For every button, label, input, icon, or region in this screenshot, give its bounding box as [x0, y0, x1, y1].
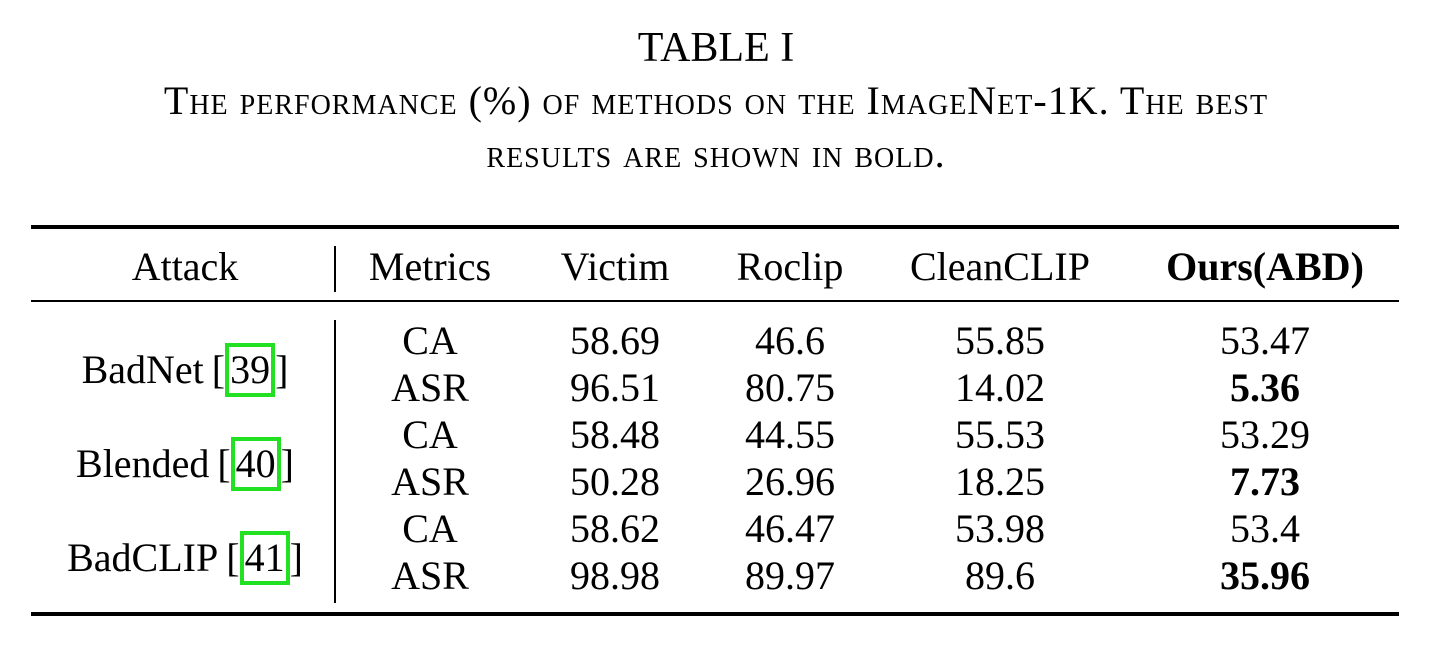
cleanclip-cell: 53.98 — [955, 506, 1045, 551]
victim-cell: 58.62 — [570, 506, 660, 551]
citation-close-bracket: ] — [275, 346, 289, 392]
table-bottom-rule — [31, 612, 1399, 616]
victim-cell: 98.98 — [570, 553, 660, 598]
header-victim: Victim — [560, 244, 670, 289]
attack-name: Blended — [76, 440, 210, 486]
metric-cell: CA — [402, 506, 458, 551]
header-roclip: Roclip — [736, 244, 844, 289]
column-separator-header — [334, 246, 336, 292]
roclip-cell: 80.75 — [745, 365, 835, 410]
table-caption-line-1: The performance (%) of methods on the Im… — [163, 78, 1269, 123]
attack-name: BadNet — [81, 346, 204, 392]
victim-cell: 50.28 — [570, 459, 660, 504]
metric-cell: ASR — [391, 459, 469, 504]
ours-cell: 53.47 — [1220, 318, 1310, 363]
header-cleanclip: CleanCLIP — [910, 244, 1090, 289]
metric-cell: ASR — [391, 365, 469, 410]
ours-cell: 5.36 — [1230, 365, 1300, 410]
attack-name-cell: Blended[40] — [40, 436, 330, 491]
table-label: TABLE I — [637, 25, 795, 71]
citation-close-bracket: ] — [289, 534, 303, 580]
cleanclip-cell: 55.53 — [955, 412, 1045, 457]
header-ours: Ours(ABD) — [1166, 244, 1364, 289]
cleanclip-cell: 89.6 — [965, 553, 1035, 598]
column-separator-body — [334, 320, 336, 603]
roclip-cell: 46.6 — [755, 318, 825, 363]
citation-link[interactable]: 40 — [230, 436, 281, 491]
attack-name-cell: BadNet[39] — [40, 342, 330, 397]
attack-name-cell: BadCLIP[41] — [40, 530, 330, 585]
cleanclip-cell: 14.02 — [955, 365, 1045, 410]
cleanclip-cell: 55.85 — [955, 318, 1045, 363]
ours-cell: 7.73 — [1230, 459, 1300, 504]
metric-cell: ASR — [391, 553, 469, 598]
metric-cell: CA — [402, 412, 458, 457]
metric-cell: CA — [402, 318, 458, 363]
citation-open-bracket: [ — [211, 346, 226, 392]
citation-link[interactable]: 41 — [239, 530, 290, 585]
ours-cell: 53.4 — [1230, 506, 1300, 551]
citation-link[interactable]: 39 — [225, 342, 276, 397]
ours-cell: 35.96 — [1220, 553, 1310, 598]
table-top-rule — [31, 225, 1399, 229]
victim-cell: 58.69 — [570, 318, 660, 363]
roclip-cell: 44.55 — [745, 412, 835, 457]
citation-open-bracket: [ — [217, 440, 231, 486]
victim-cell: 58.48 — [570, 412, 660, 457]
header-metrics: Metrics — [368, 244, 492, 289]
roclip-cell: 46.47 — [745, 506, 835, 551]
victim-cell: 96.51 — [570, 365, 660, 410]
header-attack: Attack — [131, 244, 239, 289]
citation-close-bracket: ] — [280, 440, 294, 486]
roclip-cell: 26.96 — [745, 459, 835, 504]
roclip-cell: 89.97 — [745, 553, 835, 598]
ours-cell: 53.29 — [1220, 412, 1310, 457]
table-caption-line-2: results are shown in bold. — [486, 131, 946, 176]
attack-name: BadCLIP — [67, 534, 219, 580]
table-header-rule — [31, 300, 1399, 302]
cleanclip-cell: 18.25 — [955, 459, 1045, 504]
citation-open-bracket: [ — [226, 534, 240, 580]
